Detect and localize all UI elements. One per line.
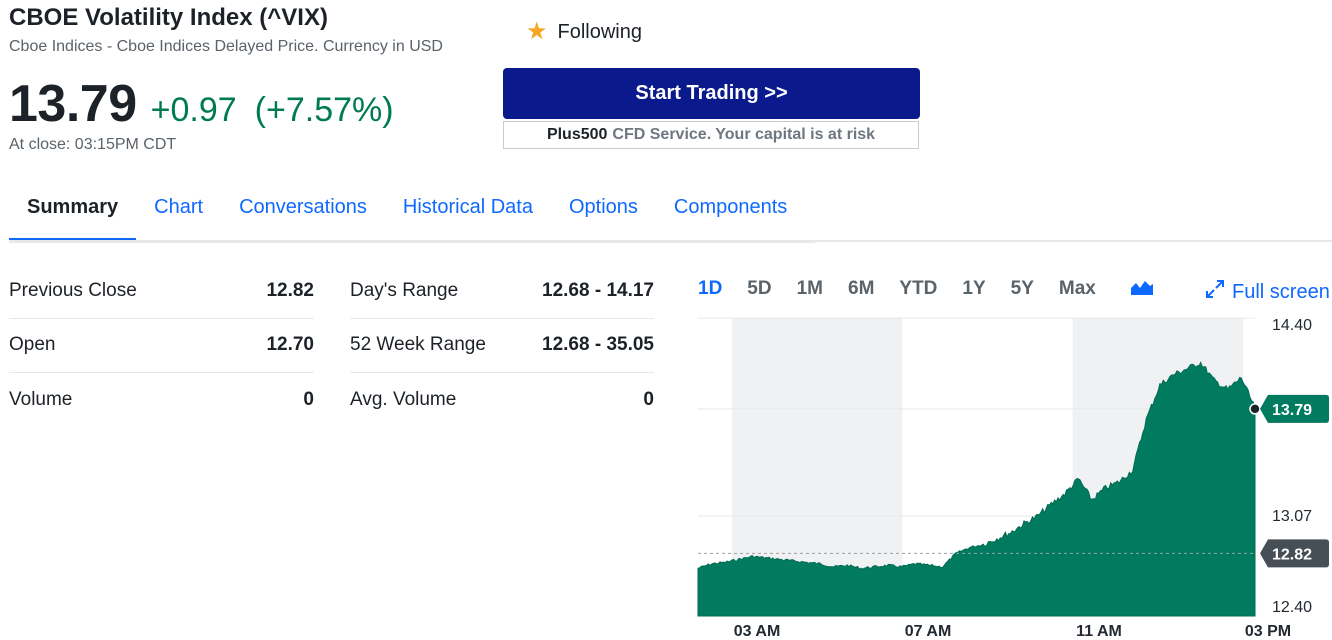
mountain-chart-icon[interactable] — [1130, 279, 1153, 300]
stat-row-days-range: Day's Range 12.68 - 14.17 — [350, 264, 654, 319]
broker-brand: Plus500 — [546, 126, 608, 143]
tabs-divider — [9, 240, 815, 243]
stat-row-previous-close: Previous Close 12.82 — [9, 264, 314, 319]
previous-close-tag-text: 12.82 — [1272, 546, 1312, 563]
fullscreen-label: Full screen — [1232, 280, 1330, 303]
following-label: Following — [557, 20, 642, 43]
current-price: 13.79 — [9, 75, 137, 133]
range-6m[interactable]: 6M — [848, 278, 875, 299]
chart-range-selector: 1D 5D 1M 6M YTD 1Y 5Y Max — [698, 278, 1153, 300]
star-icon: ★ — [526, 18, 548, 45]
stat-label: Volume — [9, 389, 73, 411]
x-tick-label: 07 AM — [905, 623, 952, 640]
tab-chart[interactable]: Chart — [154, 196, 204, 218]
stat-label: Open — [9, 334, 56, 356]
price-change: +0.97 — [150, 91, 237, 129]
tabs-divider-right — [815, 240, 1332, 242]
range-max[interactable]: Max — [1058, 278, 1096, 299]
stats-left: Previous Close 12.82 Open 12.70 Volume 0 — [9, 264, 314, 428]
stat-value: 12.82 — [266, 279, 314, 301]
stat-row-avg-volume: Avg. Volume 0 — [350, 373, 654, 428]
x-tick-label: 11 AM — [1076, 623, 1122, 640]
range-ytd[interactable]: YTD — [899, 278, 938, 299]
stat-value: 0 — [303, 389, 314, 411]
y-tick-label: 14.40 — [1272, 317, 1312, 334]
stat-label: Avg. Volume — [350, 389, 457, 411]
range-1y[interactable]: 1Y — [962, 278, 986, 299]
range-1m[interactable]: 1M — [796, 278, 823, 299]
stat-row-open: Open 12.70 — [9, 319, 314, 373]
price-row: 13.79 +0.97 (+7.57%) — [9, 74, 394, 134]
disclaimer-text: CFD Service. Your capital is at risk — [612, 126, 876, 143]
previous-close-tag: 12.82 — [1260, 539, 1329, 568]
stat-row-volume: Volume 0 — [9, 373, 314, 428]
current-price-tag-text: 13.79 — [1272, 402, 1312, 419]
stat-value: 12.68 - 14.17 — [542, 279, 654, 301]
fullscreen-button[interactable]: Full screen — [1206, 280, 1330, 304]
stat-label: Day's Range — [350, 279, 459, 301]
range-5d[interactable]: 5D — [747, 278, 772, 299]
current-price-tag: 13.79 — [1260, 394, 1329, 423]
tab-conversations[interactable]: Conversations — [239, 196, 367, 218]
stat-label: 52 Week Range — [350, 334, 486, 356]
x-tick-label: 03 AM — [734, 623, 781, 640]
expand-icon — [1206, 280, 1224, 304]
tab-historical-data[interactable]: Historical Data — [402, 196, 533, 218]
price-area — [697, 361, 1256, 617]
tab-components[interactable]: Components — [673, 196, 788, 218]
start-trading-button[interactable]: Start Trading >> — [503, 68, 920, 119]
broker-disclaimer: Plus500 CFD Service. Your capital is at … — [503, 121, 919, 149]
page-title: CBOE Volatility Index (^VIX) — [9, 4, 328, 31]
stat-label: Previous Close — [9, 279, 137, 301]
stat-value: 0 — [643, 389, 654, 411]
quote-source: Cboe Indices - Cboe Indices Delayed Pric… — [9, 38, 443, 55]
quote-tabs: Summary Chart Conversations Historical D… — [9, 186, 805, 242]
tab-options[interactable]: Options — [568, 196, 638, 218]
y-tick-label: 12.40 — [1272, 599, 1312, 616]
y-tick-label: 13.07 — [1272, 508, 1312, 525]
x-tick-label: 03 PM — [1245, 623, 1291, 640]
close-time: At close: 03:15PM CDT — [9, 136, 177, 153]
following-button[interactable]: ★ Following — [526, 20, 642, 44]
y-axis-labels: 14.40 13.07 12.40 — [1272, 317, 1312, 616]
range-1d[interactable]: 1D — [698, 278, 723, 299]
stats-right: Day's Range 12.68 - 14.17 52 Week Range … — [350, 264, 654, 428]
stat-value: 12.70 — [266, 334, 314, 356]
stat-row-52-week-range: 52 Week Range 12.68 - 35.05 — [350, 319, 654, 373]
x-axis-labels: 03 AM 07 AM 11 AM 03 PM — [734, 623, 1291, 640]
stat-value: 12.68 - 35.05 — [542, 334, 654, 356]
price-change-percent: (+7.57%) — [254, 91, 394, 129]
last-price-dot — [1249, 403, 1261, 415]
range-5y[interactable]: 5Y — [1010, 278, 1034, 299]
